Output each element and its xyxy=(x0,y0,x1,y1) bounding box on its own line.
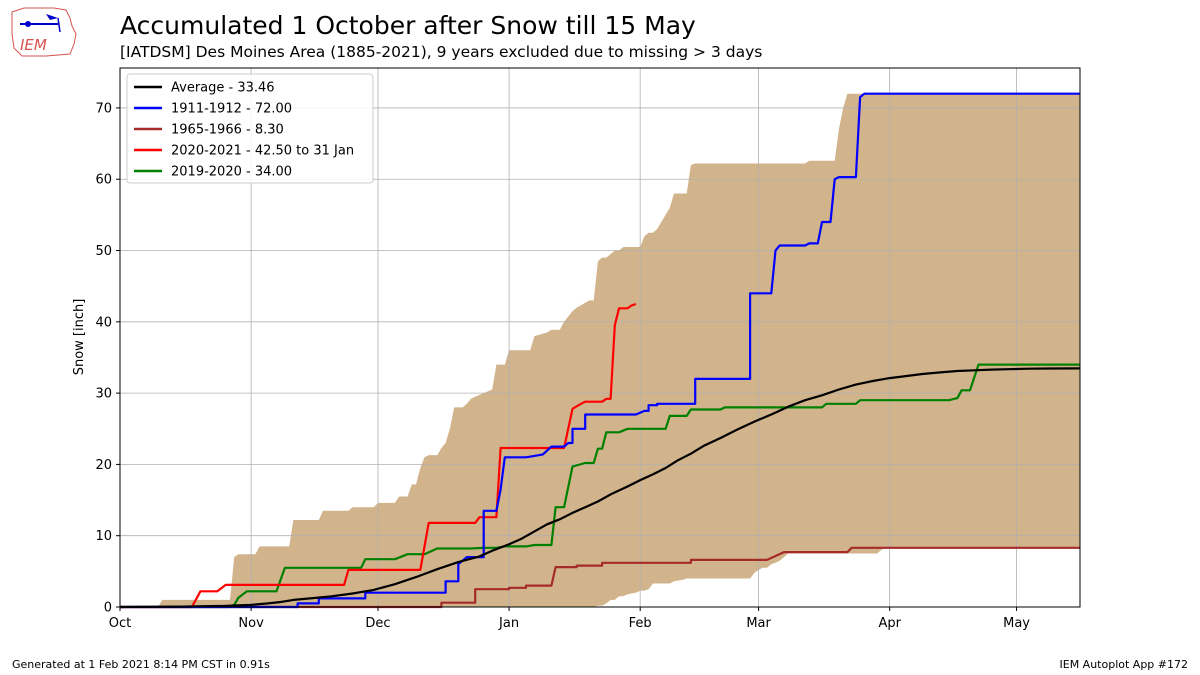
legend: Average - 33.46 1911-1912 - 72.00 1965-196… xyxy=(126,73,374,184)
y-tick-label: 10 xyxy=(95,529,112,544)
y-tick-label: 50 xyxy=(95,244,112,259)
y-tick-label: 70 xyxy=(95,101,112,116)
x-tick-label: Apr xyxy=(878,616,901,631)
series-line-3 xyxy=(120,302,637,609)
generated-timestamp: Generated at 1 Feb 2021 8:14 PM CST in 0… xyxy=(12,658,270,671)
series-line-0 xyxy=(119,367,1081,609)
chart-title: Accumulated 1 October after Snow till 15… xyxy=(120,11,696,40)
x-axis-ticks: Oct Nov Dec Jan Feb Mar Apr May xyxy=(109,607,1030,631)
y-axis-ticks: 0 10 20 30 40 50 60 70 xyxy=(95,101,120,616)
x-tick-label: Oct xyxy=(109,616,131,631)
x-tick-label: Mar xyxy=(746,616,771,631)
y-tick-label: 30 xyxy=(95,387,112,402)
y-tick-label: 40 xyxy=(95,315,112,330)
range-band-layer xyxy=(120,93,1080,607)
legend-label: 2020-2021 - 42.50 to 31 Jan xyxy=(171,144,354,159)
y-tick-label: 60 xyxy=(95,173,112,188)
legend-label: 1965-1966 - 8.30 xyxy=(171,123,284,138)
range-band xyxy=(120,93,1080,607)
x-tick-label: May xyxy=(1003,616,1030,631)
app-label: IEM Autoplot App #172 xyxy=(1059,658,1189,671)
series-layer xyxy=(119,92,1081,609)
y-tick-label: 0 xyxy=(104,601,112,616)
x-tick-label: Feb xyxy=(629,616,652,631)
legend-label: 1911-1912 - 72.00 xyxy=(171,102,292,117)
series-line-1 xyxy=(120,92,1080,609)
y-axis-label: Snow [inch] xyxy=(72,299,87,376)
legend-box xyxy=(126,73,374,184)
series-line-2 xyxy=(120,546,1080,609)
x-tick-label: Jan xyxy=(498,616,519,631)
legend-label: 2019-2020 - 34.00 xyxy=(171,165,292,180)
series-line-4 xyxy=(120,363,1080,609)
iem-logo-text: IEM xyxy=(20,36,47,54)
x-tick-label: Nov xyxy=(238,616,264,631)
plot-frame xyxy=(119,67,1081,608)
y-tick-label: 20 xyxy=(95,458,112,473)
iem-logo: IEM xyxy=(11,7,77,57)
chart-subtitle: [IATDSM] Des Moines Area (1885-2021), 9 … xyxy=(120,43,763,61)
x-tick-label: Dec xyxy=(365,616,390,631)
legend-label: Average - 33.46 xyxy=(171,81,275,96)
